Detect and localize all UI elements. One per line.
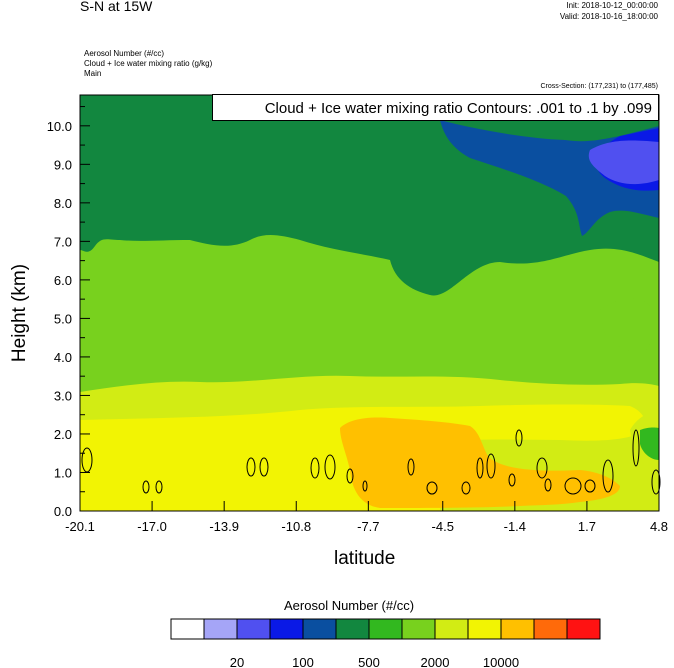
y-tick-label: 2.0 <box>54 427 72 442</box>
y-tick-label: 1.0 <box>54 465 72 480</box>
cloud-contour <box>651 469 661 495</box>
colorbar-swatch <box>533 618 568 640</box>
x-tick-label: 4.8 <box>650 519 668 534</box>
cross-section-label: Cross-Section: (177,231) to (177,485) <box>540 83 658 90</box>
field-line-main: Main <box>84 69 102 78</box>
cloud-contour <box>508 473 516 487</box>
colorbar-label: 20 <box>230 655 244 668</box>
y-tick-label: 8.0 <box>54 196 72 211</box>
colorbar-swatch <box>401 618 436 640</box>
cloud-contour <box>310 457 320 479</box>
cloud-contour <box>461 481 471 495</box>
colorbar-swatch <box>368 618 403 640</box>
colorbar-swatch <box>269 618 304 640</box>
colorbar-swatch <box>302 618 337 640</box>
valid-time: Valid: 2018-10-16_18:00:00 <box>559 12 658 21</box>
x-tick-label: -7.7 <box>357 519 379 534</box>
axes: -20.1 -17.0 -13.9 -10.8 -7.7 -4.5 -1.4 1.7 4.8 0.… <box>47 106 668 534</box>
x-tick-label: -10.8 <box>281 519 311 534</box>
field-region-right-dark <box>640 427 659 460</box>
field-region-green-patch <box>600 298 654 352</box>
colorbar-swatch <box>434 618 469 640</box>
cloud-contour <box>515 429 523 447</box>
cloud-contour <box>584 479 596 493</box>
x-tick-label: -1.4 <box>504 519 526 534</box>
colorbar-label: 2000 <box>421 655 450 668</box>
colorbar-swatch <box>566 618 601 640</box>
cloud-contours <box>81 429 661 495</box>
y-tick-label: 4.0 <box>54 350 72 365</box>
x-tick-label: -4.5 <box>432 519 454 534</box>
colorbar-label: 500 <box>358 655 380 668</box>
colorbar-swatch <box>203 618 238 640</box>
cloud-contour <box>476 457 484 479</box>
colorbar-swatch <box>170 618 205 640</box>
aerosol-field <box>80 95 659 511</box>
colorbar-swatch <box>335 618 370 640</box>
colorbar-label: 10000 <box>483 655 519 668</box>
x-axis-label: latitude <box>334 548 396 569</box>
y-tick-label: 0.0 <box>54 504 72 519</box>
field-region-light-blue <box>588 140 659 185</box>
cloud-contour <box>155 480 163 494</box>
y-tick-label: 3.0 <box>54 388 72 403</box>
y-tick-label: 6.0 <box>54 273 72 288</box>
cloud-contour <box>407 458 415 476</box>
init-time: Init: 2018-10-12_00:00:00 <box>566 1 658 10</box>
y-tick-label: 10.0 <box>47 119 72 134</box>
x-tick-label: -13.9 <box>209 519 239 534</box>
field-line-aerosol: Aerosol Number (#/cc) <box>84 49 165 58</box>
colorbar-swatch <box>236 618 271 640</box>
x-tick-label: 1.7 <box>578 519 596 534</box>
contour-info-box: Cloud + Ice water mixing ratio Contours:… <box>212 94 659 121</box>
y-tick-label: 5.0 <box>54 311 72 326</box>
cloud-contour <box>536 457 548 479</box>
cloud-contour <box>142 480 150 494</box>
cloud-contour <box>324 454 336 480</box>
colorbar-label: 100 <box>292 655 314 668</box>
cloud-contour <box>259 457 269 477</box>
field-region-orange <box>340 417 620 508</box>
y-axis-label: Height (km) <box>9 263 30 363</box>
colorbar: 20 100 500 2000 10000 <box>170 618 601 668</box>
cloud-contour <box>544 478 552 492</box>
cloud-contour <box>426 481 438 495</box>
cloud-contour <box>564 477 582 495</box>
cloud-contour <box>346 468 354 484</box>
cloud-contour <box>632 429 640 467</box>
cloud-contour <box>602 459 614 493</box>
y-tick-label: 9.0 <box>54 157 72 172</box>
cloud-contour <box>486 453 496 479</box>
y-tick-label: 7.0 <box>54 234 72 249</box>
colorbar-swatch <box>500 618 535 640</box>
colorbar-title: Aerosol Number (#/cc) <box>284 598 415 613</box>
cloud-contour <box>246 457 256 477</box>
cloud-contour <box>362 480 368 492</box>
colorbar-swatch <box>467 618 502 640</box>
plot-title: S-N at 15W <box>80 0 153 14</box>
x-tick-label: -20.1 <box>65 519 95 534</box>
field-line-cloud: Cloud + Ice water mixing ratio (g/kg) <box>84 59 213 68</box>
x-tick-label: -17.0 <box>137 519 167 534</box>
